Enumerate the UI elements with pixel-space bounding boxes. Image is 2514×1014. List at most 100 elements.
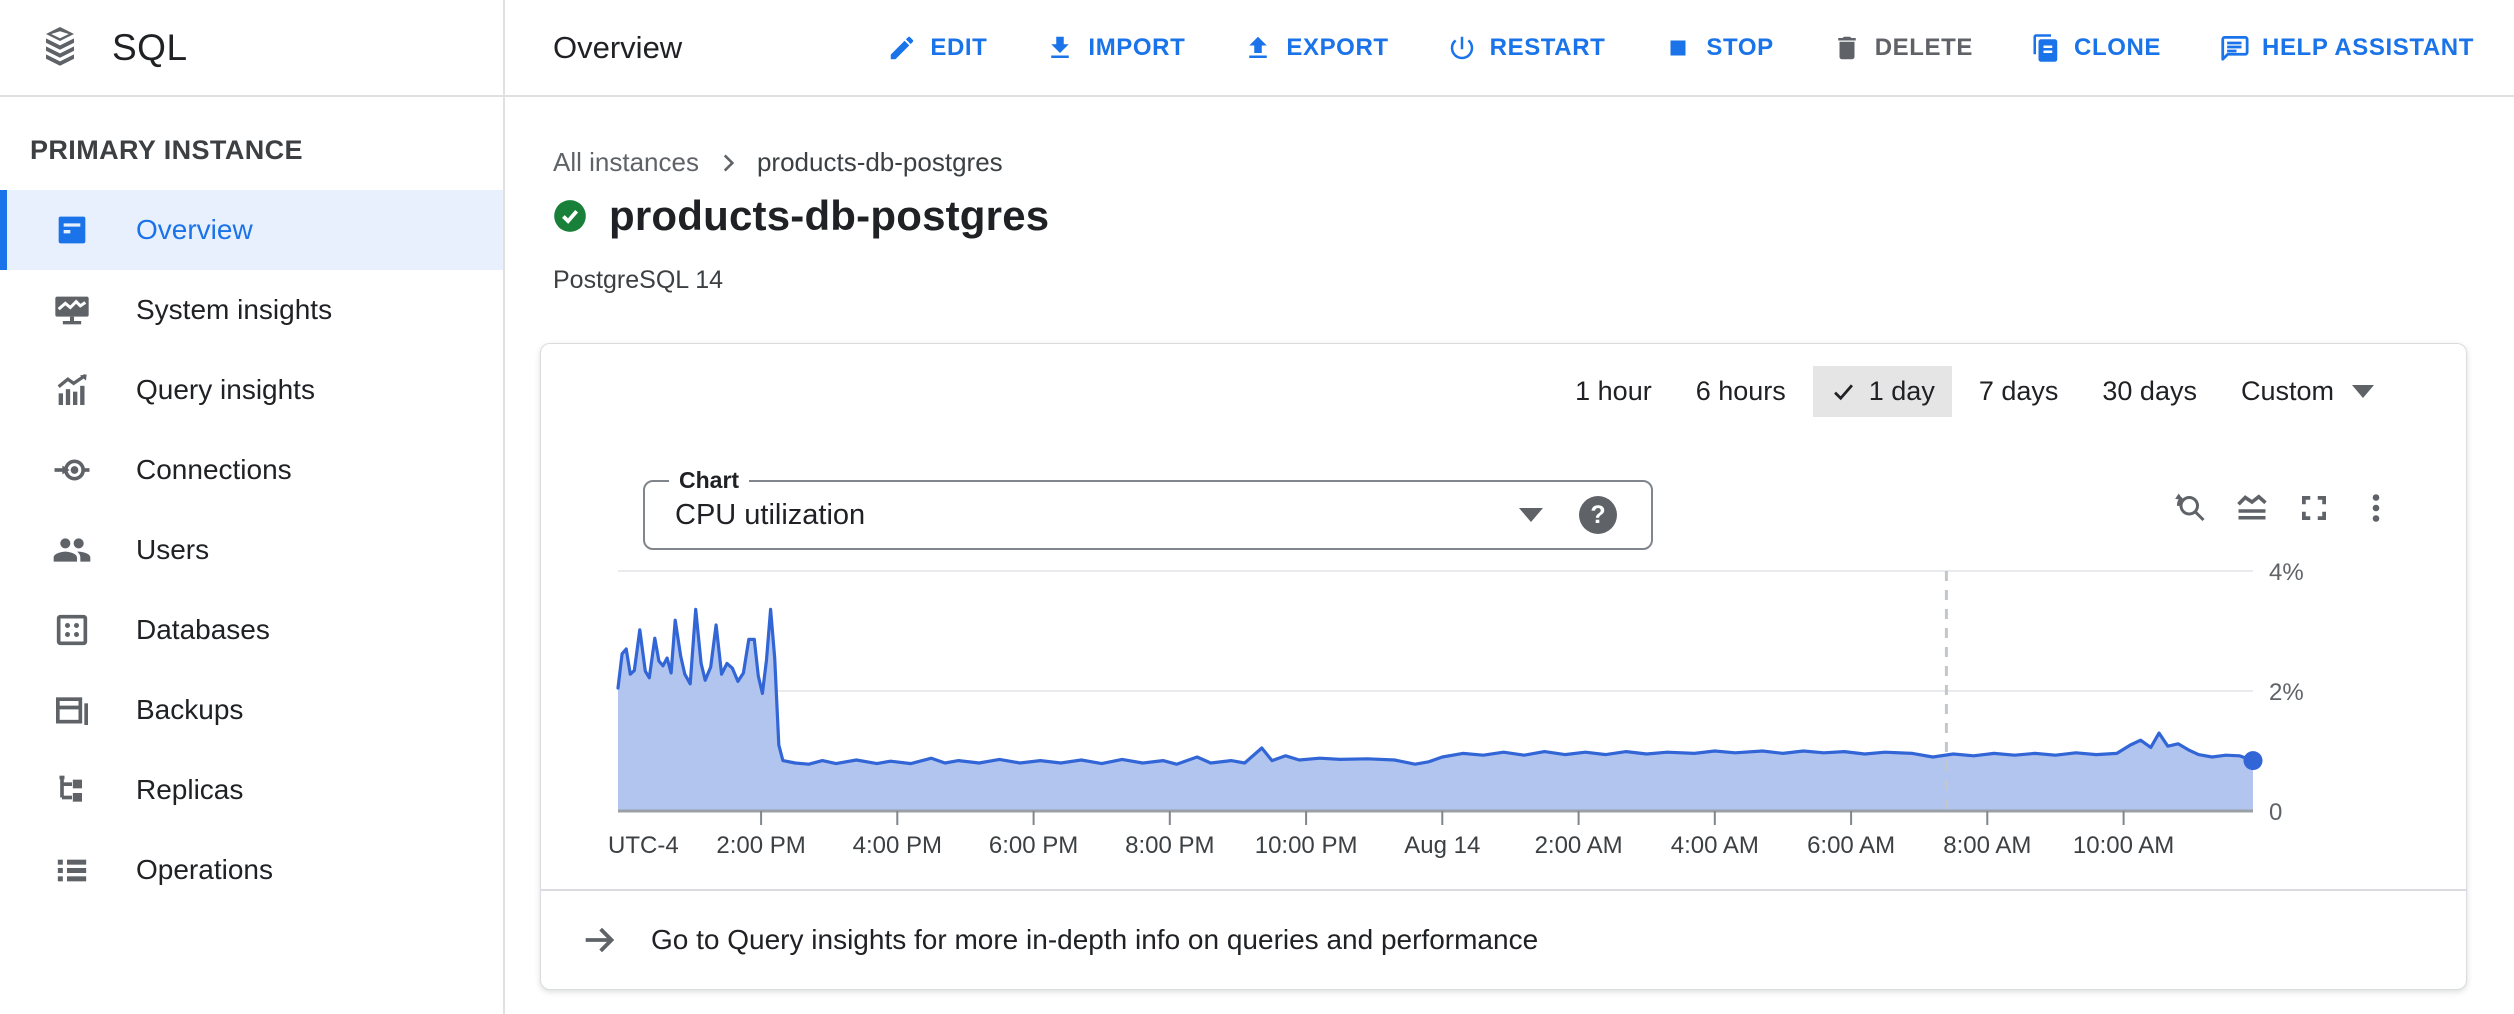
metrics-card: 1 hour 6 hours 1 day 7 days 30 days Cust… [540,343,2467,990]
sidebar-item-label: Replicas [136,774,244,805]
breadcrumb-all-instances[interactable]: All instances [553,147,699,177]
sidebar-item-replicas[interactable]: Replicas [0,750,503,830]
query-insights-link[interactable]: Go to Query insights for more in-depth i… [541,889,2466,989]
stop-label: STOP [1706,33,1774,61]
tab-6-hours[interactable]: 6 hours [1679,366,1803,417]
import-label: IMPORT [1088,33,1186,61]
export-button[interactable]: EXPORT [1243,33,1388,63]
sidebar-item-databases[interactable]: Databases [0,590,503,670]
monitor-chart-icon [52,290,92,330]
clone-button[interactable]: CLONE [2031,33,2161,63]
breadcrumb-current: products-db-postgres [756,147,1003,177]
time-range-tabs: 1 hour 6 hours 1 day 7 days 30 days Cust… [1558,366,2391,417]
tab-7-days[interactable]: 7 days [1962,366,2076,417]
delete-button[interactable]: DELETE [1832,33,1973,63]
trash-icon [1832,33,1862,63]
cpu-utilization-chart[interactable]: 2:00 PM 4:00 PM 6:00 PM 8:00 PM 10:00 PM Aug … [541,549,2420,859]
instance-title-row: products-db-postgres [551,192,2514,240]
sidebar-item-label: Connections [136,454,292,485]
product-home-link[interactable]: SQL [0,0,505,95]
list-icon [52,850,92,890]
help-assistant-button[interactable]: HELP ASSISTANT [2219,33,2474,63]
tab-custom[interactable]: Custom [2224,366,2391,417]
sidebar: PRIMARY INSTANCE Overview System insight… [0,97,505,1014]
stop-icon [1663,33,1693,63]
cpu-chart-svg: 2:00 PM 4:00 PM 6:00 PM 8:00 PM 10:00 PM Aug … [608,559,2304,859]
svg-text:2:00 PM: 2:00 PM [716,832,805,859]
sidebar-section-title: PRIMARY INSTANCE [30,135,303,165]
query-insights-link-text: Go to Query insights for more in-depth i… [651,924,1539,955]
copy-icon [2031,33,2061,63]
svg-text:2:00 AM: 2:00 AM [1535,832,1623,859]
tab-30-days[interactable]: 30 days [2085,366,2214,417]
sidebar-item-overview[interactable]: Overview [0,190,503,270]
help-icon[interactable]: ? [1579,496,1617,534]
clone-label: CLONE [2074,33,2162,61]
chart-select-label: Chart [669,467,750,494]
tab-label: 7 days [1978,376,2059,406]
pencil-icon [887,33,917,63]
kebab-menu-icon[interactable] [2358,490,2394,526]
power-icon [1447,33,1477,63]
sidebar-item-system-insights[interactable]: System insights [0,270,503,350]
svg-text:0: 0 [2269,799,2282,826]
svg-text:UTC-4: UTC-4 [608,832,679,859]
upload-icon [1243,33,1273,63]
stop-button[interactable]: STOP [1663,33,1773,63]
tab-label: 1 day [1868,376,1935,406]
page-title: Overview [553,29,683,65]
export-label: EXPORT [1286,33,1389,61]
svg-text:6:00 AM: 6:00 AM [1807,832,1895,859]
plug-icon [52,450,92,490]
sidebar-item-connections[interactable]: Connections [0,430,503,510]
people-icon [52,530,92,570]
sidebar-item-label: Backups [136,694,244,725]
chat-icon [2219,33,2249,63]
breadcrumb: All instances products-db-postgres [553,147,2514,178]
sidebar-item-users[interactable]: Users [0,510,503,590]
tab-1-day[interactable]: 1 day [1812,366,1952,417]
dropdown-caret-icon [1519,508,1543,522]
sidebar-item-label: Query insights [136,374,315,405]
instance-engine: PostgreSQL 14 [553,266,724,294]
database-grid-icon [52,610,92,650]
svg-text:10:00 AM: 10:00 AM [2073,832,2174,859]
chevron-right-icon [715,150,741,176]
import-button[interactable]: IMPORT [1045,33,1185,63]
chart-toolbar [2172,490,2394,526]
chart-metric-select[interactable]: Chart CPU utilization ? [643,467,1653,550]
restart-button[interactable]: RESTART [1447,33,1606,63]
area-chart-icon[interactable] [2234,490,2270,526]
chart-select-value: CPU utilization [675,498,866,531]
chevron-down-icon [2352,385,2374,398]
tab-label: 1 hour [1575,376,1652,406]
svg-text:4:00 PM: 4:00 PM [853,832,942,859]
restart-label: RESTART [1489,33,1606,61]
svg-text:2%: 2% [2269,679,2304,706]
svg-text:Aug 14: Aug 14 [1404,832,1480,859]
fullscreen-icon[interactable] [2296,490,2332,526]
sidebar-item-label: System insights [136,294,333,325]
instance-action-toolbar: EDIT IMPORT EXPORT RESTART STOP [887,33,2474,63]
instance-name: products-db-postgres [609,192,1050,239]
svg-text:6:00 PM: 6:00 PM [989,832,1078,859]
sidebar-item-backups[interactable]: Backups [0,670,503,750]
download-icon [1045,33,1075,63]
sidebar-item-operations[interactable]: Operations [0,830,503,910]
tab-1-hour[interactable]: 1 hour [1558,366,1669,417]
status-healthy-icon [551,197,589,235]
bar-chart-icon [52,370,92,410]
svg-text:10:00 PM: 10:00 PM [1255,832,1358,859]
sidebar-item-query-insights[interactable]: Query insights [0,350,503,430]
top-header: SQL Overview EDIT IMPORT EXPORT [0,0,2514,97]
delete-label: DELETE [1874,33,1974,61]
svg-text:4%: 4% [2269,559,2304,586]
arrow-right-icon [579,920,619,960]
check-icon [1830,378,1857,405]
edit-button[interactable]: EDIT [887,33,987,63]
sidebar-item-label: Overview [136,214,253,245]
zoom-reset-icon[interactable] [2172,490,2208,526]
sidebar-item-label: Operations [136,854,273,885]
sidebar-item-label: Databases [136,614,270,645]
tree-icon [52,770,92,810]
